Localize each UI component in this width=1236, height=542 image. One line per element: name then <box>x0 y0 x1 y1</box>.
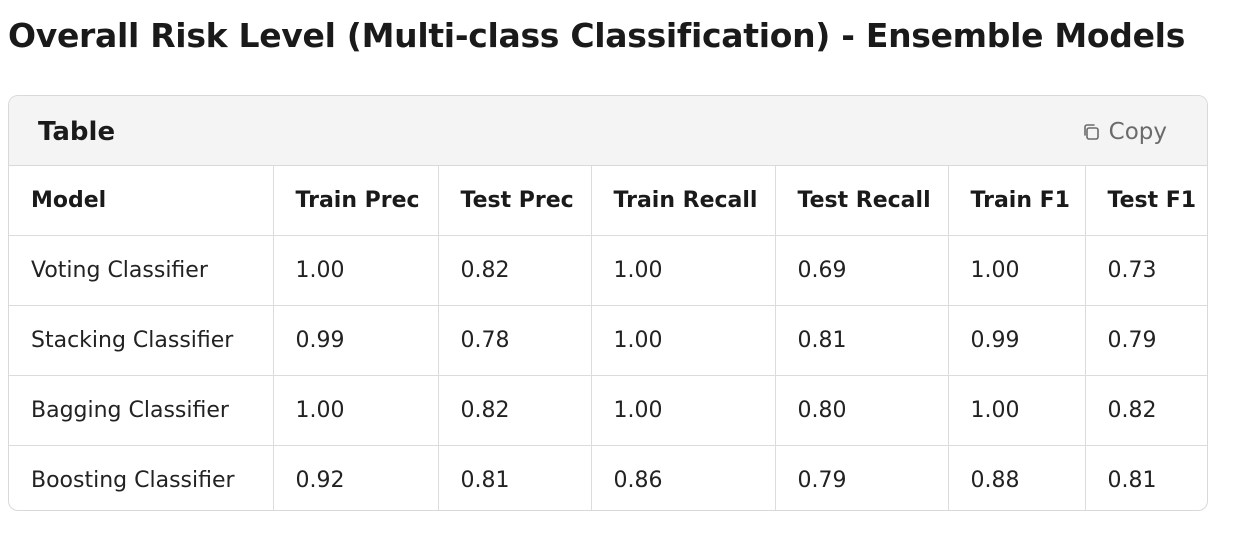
table-cell: Boosting Classifier <box>9 445 274 510</box>
table-card: Table Copy Model Train Prec Test Prec Tr… <box>8 95 1208 511</box>
table-cell: 0.73 <box>1085 235 1207 306</box>
column-header: Test F1 <box>1085 166 1207 236</box>
table-row: Voting Classifier 1.00 0.82 1.00 0.69 1.… <box>9 235 1207 306</box>
table-cell: 0.99 <box>273 305 439 376</box>
table-cell: 0.86 <box>591 445 776 510</box>
table-cell: 0.81 <box>775 305 949 376</box>
table-card-title: Table <box>38 117 116 147</box>
table-cell: 0.81 <box>1107 468 1157 493</box>
table-cell: 1.00 <box>948 375 1086 446</box>
copy-button[interactable]: Copy <box>1081 119 1167 145</box>
copy-icon <box>1083 124 1099 140</box>
table-row: Stacking Classifier 0.99 0.78 1.00 0.81 … <box>9 305 1207 376</box>
table-cell: 1.00 <box>591 305 776 376</box>
table-cell: Voting Classifier <box>9 235 274 306</box>
table-cell: 0.92 <box>273 445 439 510</box>
table-cell: Bagging Classifier <box>9 375 274 446</box>
table-cell: 0.82 <box>438 235 592 306</box>
table-cell: 0.82 <box>438 375 592 446</box>
table-card-header: Table Copy <box>9 96 1207 166</box>
results-table: Model Train Prec Test Prec Train Recall … <box>9 166 1207 510</box>
table-cell: 0.78 <box>438 305 592 376</box>
table-cell: Stacking Classifier <box>9 305 274 376</box>
table-cell: 0.79 <box>775 445 949 510</box>
table-cell: 0.88 <box>948 445 1086 510</box>
table-cell: 0.81 <box>438 445 592 510</box>
table-cell: 1.00 <box>591 235 776 306</box>
table-cell: 0.80 <box>775 375 949 446</box>
table-header-row: Model Train Prec Test Prec Train Recall … <box>9 166 1207 236</box>
column-header: Train Recall <box>591 166 776 236</box>
column-header: Model <box>9 166 274 236</box>
column-header: Train F1 <box>948 166 1086 236</box>
page-title: Overall Risk Level (Multi-class Classifi… <box>8 16 1186 55</box>
column-header: Test Prec <box>438 166 592 236</box>
table-cell: 0.69 <box>775 235 949 306</box>
column-header: Test Recall <box>775 166 949 236</box>
table-cell: 0.82 <box>1085 375 1207 446</box>
table-row: Bagging Classifier 1.00 0.82 1.00 0.80 1… <box>9 375 1207 446</box>
table-cell: 1.00 <box>273 375 439 446</box>
table-cell: 0.99 <box>948 305 1086 376</box>
table-cell: 1.00 <box>948 235 1086 306</box>
table-cell: 1.00 <box>591 375 776 446</box>
table-row: Boosting Classifier 0.92 0.81 0.86 0.79 … <box>9 445 1207 510</box>
table-cell: 1.00 <box>273 235 439 306</box>
copy-button-label: Copy <box>1108 119 1167 145</box>
table-cell: 0.79 <box>1085 305 1207 376</box>
column-header: Train Prec <box>273 166 439 236</box>
